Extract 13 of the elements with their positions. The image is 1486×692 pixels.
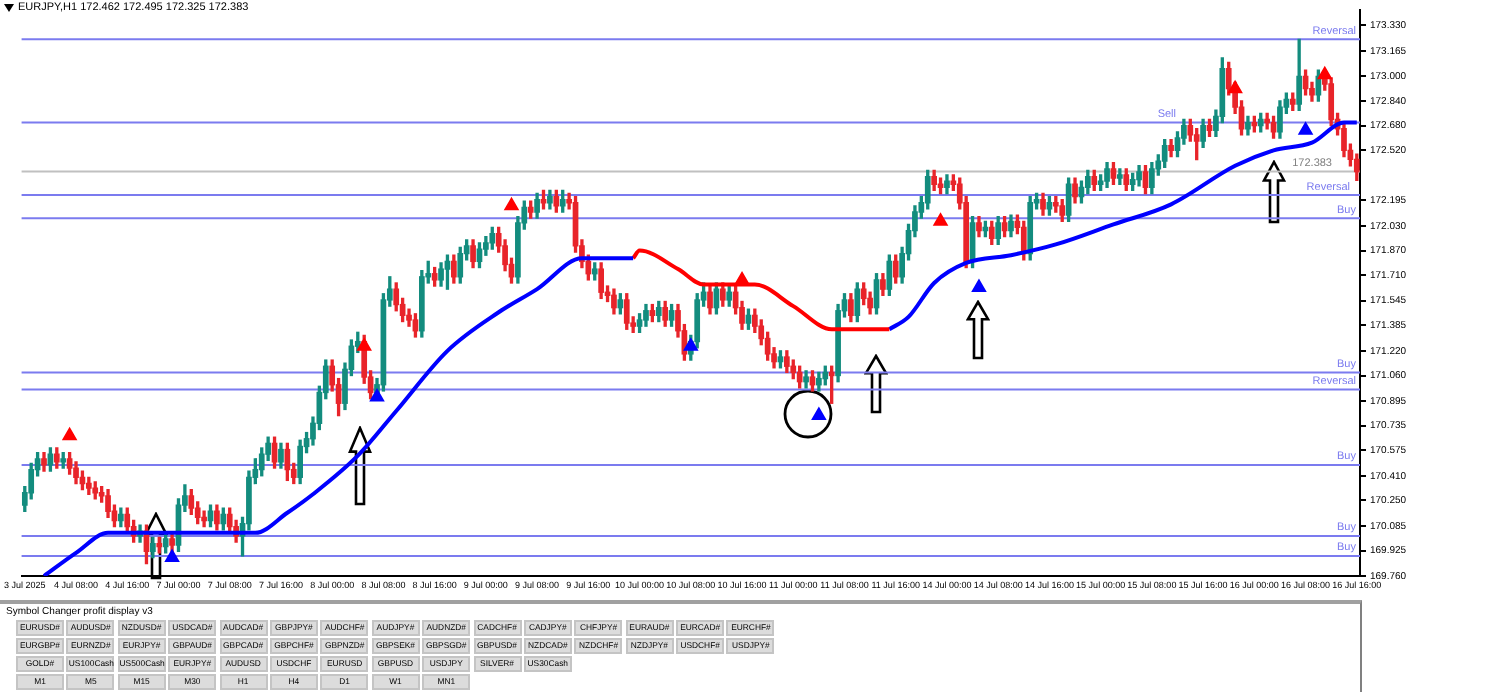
point: [504, 197, 519, 211]
point: [811, 407, 826, 421]
point: [62, 427, 77, 441]
point: [1228, 80, 1243, 94]
point: [971, 279, 987, 293]
line-series: [631, 248, 892, 332]
point: [1298, 122, 1313, 135]
point: [165, 549, 180, 562]
point: [933, 213, 948, 226]
point: [369, 389, 385, 402]
point: [357, 338, 372, 351]
point: [1317, 66, 1332, 80]
line-series: [887, 120, 1359, 332]
